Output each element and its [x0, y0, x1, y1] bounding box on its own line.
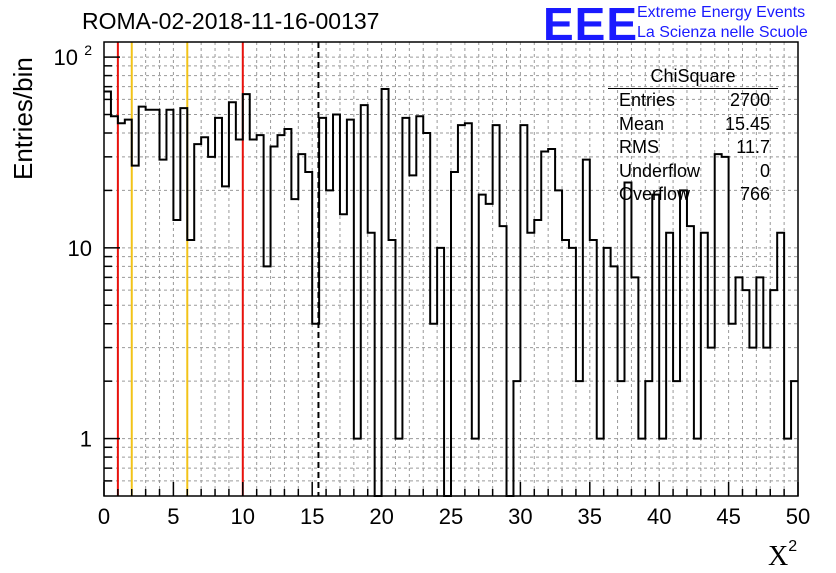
stats-value: 2700 [729, 90, 770, 110]
x-tick-label: 25 [439, 504, 463, 529]
x-tick-label: 35 [578, 504, 602, 529]
x-tick-label: 5 [167, 504, 179, 529]
stats-value: 0 [759, 160, 770, 181]
x-tick-label: 45 [716, 504, 740, 529]
stats-label: Entries [619, 90, 676, 110]
stats-title: ChiSquare [608, 66, 778, 89]
x-axis-label-superscript: 2 [788, 538, 798, 555]
stats-label: Overflow [619, 184, 691, 204]
x-axis-label-text: X [768, 541, 789, 572]
y-axis: 1 10 10 2 [54, 42, 120, 482]
stats-box: ChiSquare Entries 2700 Mean 15.45 RMS 11.7 … [608, 66, 778, 207]
y-tick-label: 10 [68, 236, 92, 261]
y-tick-label-exponent: 2 [84, 42, 92, 58]
x-tick-label: 30 [508, 504, 532, 529]
chart-title: ROMA-02-2018-11-16-00137 [82, 8, 380, 34]
x-axis: 0 5 10 15 20 25 30 35 40 45 50 [98, 482, 810, 529]
x-tick-label: 0 [98, 504, 110, 529]
stats-label: RMS [619, 137, 659, 157]
stats-row-entries: Entries 2700 [608, 89, 778, 113]
stats-row-rms: RMS 11.7 [608, 136, 778, 160]
x-axis-label: X2 [768, 538, 797, 573]
stats-value: 766 [739, 184, 770, 204]
stats-value: 15.45 [724, 113, 770, 134]
x-tick-label: 20 [369, 504, 393, 529]
histogram-series [104, 88, 798, 497]
stats-row-overflow: Overflow 766 [608, 183, 778, 207]
stats-label: Underflow [619, 160, 701, 181]
x-tick-label: 50 [786, 504, 810, 529]
x-tick-label: 15 [300, 504, 324, 529]
grid-lines [104, 42, 798, 496]
eee-logo-line2: La Scienza nelle Scuole [637, 24, 808, 41]
stats-value: 11.7 [736, 137, 770, 157]
x-tick-label: 40 [647, 504, 671, 529]
stats-row-underflow: Underflow 0 [608, 160, 778, 184]
y-tick-label: 1 [80, 427, 92, 452]
y-axis-label: Entries/bin [8, 57, 38, 180]
x-tick-label: 10 [231, 504, 255, 529]
eee-logo: EEE [543, 0, 639, 50]
stats-label: Mean [619, 113, 665, 134]
eee-logo-line1: Extreme Energy Events [637, 4, 806, 21]
stats-row-mean: Mean 15.45 [608, 113, 778, 137]
y-tick-label: 10 [54, 45, 78, 70]
